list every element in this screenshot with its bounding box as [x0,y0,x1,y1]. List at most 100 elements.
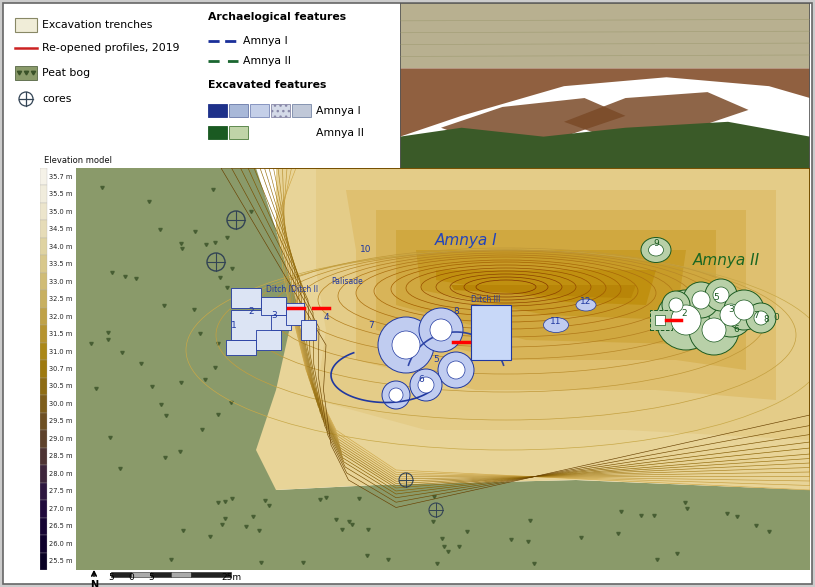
Text: 12: 12 [580,298,592,306]
Circle shape [734,300,754,320]
Circle shape [689,305,739,355]
Circle shape [656,290,716,350]
Text: 5: 5 [108,573,114,582]
Circle shape [671,305,701,335]
Text: 10: 10 [360,245,372,255]
Polygon shape [76,168,306,570]
Text: 2: 2 [249,308,253,316]
Text: 28.0 m: 28.0 m [49,471,73,477]
Text: Amnya II: Amnya II [693,252,760,268]
Bar [15,18,37,32]
Bar [256,330,281,350]
Text: 5: 5 [713,294,719,302]
Polygon shape [451,285,636,298]
Text: 30.5 m: 30.5 m [49,383,72,390]
Text: Amnya II: Amnya II [316,128,364,138]
Bar [301,320,316,340]
Bar [40,325,47,343]
Bar [40,395,47,413]
Bar [40,168,47,185]
Text: 28.5 m: 28.5 m [49,453,73,460]
Circle shape [378,317,434,373]
Circle shape [410,369,442,401]
Text: Amnya I: Amnya I [243,36,288,46]
Bar [40,378,47,395]
Text: 27.0 m: 27.0 m [49,506,73,512]
Text: 33.5 m: 33.5 m [49,261,72,267]
Circle shape [724,290,764,330]
Text: 32.5 m: 32.5 m [49,296,72,302]
Text: 34.0 m: 34.0 m [49,244,72,249]
Text: 34.5 m: 34.5 m [49,226,72,232]
Bar [40,238,47,255]
Bar [40,203,47,221]
Circle shape [392,331,420,359]
Bar [471,305,511,360]
Bar [111,572,131,577]
Bar [231,288,261,308]
Text: cores: cores [42,94,72,104]
Ellipse shape [576,299,596,311]
Text: Elevation model: Elevation model [44,156,112,164]
Bar [40,535,47,552]
Text: 11: 11 [550,318,562,326]
Text: 3: 3 [728,305,734,315]
Bar [271,104,290,117]
Bar [229,104,248,117]
Bar [40,273,47,291]
Text: 35.0 m: 35.0 m [49,209,72,215]
Bar [40,360,47,378]
Text: Excavated features: Excavated features [208,80,326,90]
Circle shape [705,279,737,311]
Text: 33.0 m: 33.0 m [49,279,72,285]
Circle shape [692,291,710,309]
Text: 6: 6 [418,376,424,384]
Bar [208,126,227,139]
Circle shape [418,377,434,393]
Bar [171,572,191,577]
Bar [286,303,304,325]
Bar [151,572,171,577]
Bar [400,3,810,68]
Bar [208,104,227,117]
Text: 25.5 m: 25.5 m [49,558,73,564]
Text: 2: 2 [681,309,687,319]
Text: Palisade: Palisade [331,277,363,286]
Text: 26.5 m: 26.5 m [49,523,73,529]
Text: Amnya I: Amnya I [434,232,497,248]
Text: 3: 3 [271,311,277,319]
Text: Archaelogical features: Archaelogical features [208,12,346,22]
Polygon shape [376,210,746,370]
Circle shape [389,388,403,402]
Text: 1: 1 [231,321,237,329]
Circle shape [754,311,768,325]
Text: Amnya I: Amnya I [316,106,361,116]
Ellipse shape [641,238,671,262]
Text: Ditch III: Ditch III [471,295,500,304]
Text: Excavation trenches: Excavation trenches [42,20,152,30]
Bar [40,430,47,448]
Text: 32.0 m: 32.0 m [49,313,72,319]
Text: 27.5 m: 27.5 m [49,488,73,494]
Bar [231,310,276,340]
Circle shape [447,361,465,379]
Circle shape [419,308,463,352]
Bar [40,500,47,518]
Bar [15,66,37,80]
Text: 9: 9 [653,239,659,248]
Text: 8: 8 [453,308,459,316]
Bar [226,340,256,355]
Text: 0: 0 [128,573,134,582]
Bar [40,413,47,430]
Circle shape [746,303,776,333]
Bar [655,315,665,325]
Bar [191,572,231,577]
Ellipse shape [649,244,663,256]
Circle shape [683,282,719,318]
Bar [271,315,291,330]
Text: 35.7 m: 35.7 m [49,174,72,180]
Text: Ditch I: Ditch I [266,285,291,294]
Text: Peat bog: Peat bog [42,68,90,78]
Bar [40,308,47,325]
Ellipse shape [544,318,569,332]
